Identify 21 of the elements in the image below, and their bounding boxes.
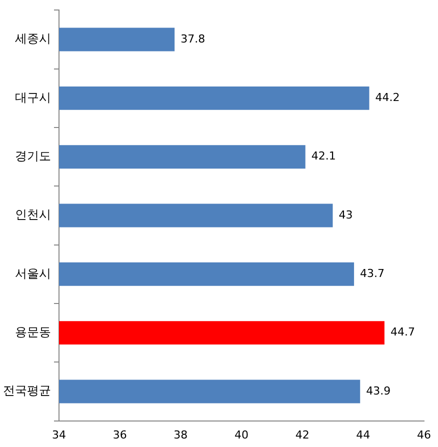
data-label: 37.8 <box>180 32 206 46</box>
y-tick-label: 대구시 <box>15 90 51 104</box>
x-tick-label: 42 <box>295 428 310 442</box>
y-tick-label: 인천시 <box>15 208 51 222</box>
y-tick-label: 용문동 <box>15 324 51 339</box>
x-tick-label: 46 <box>417 428 431 442</box>
y-tick-label: 전국평균 <box>3 384 51 398</box>
x-tick-label: 40 <box>234 428 248 442</box>
y-tick-label: 세종시 <box>15 32 51 46</box>
x-tick-label: 34 <box>52 428 66 442</box>
x-tick-label: 44 <box>356 428 370 442</box>
data-label: 44.2 <box>375 91 400 104</box>
x-tick-label: 36 <box>112 428 127 442</box>
data-label: 44.7 <box>390 326 415 339</box>
y-tick-label: 경기도 <box>15 148 51 163</box>
data-label: 43.7 <box>360 267 385 280</box>
data-label: 42.1 <box>311 150 336 163</box>
data-label: 43.9 <box>366 384 391 398</box>
data-label: 43 <box>338 208 353 222</box>
x-tick-label: 38 <box>174 428 188 442</box>
y-tick-label: 서울시 <box>15 266 51 280</box>
